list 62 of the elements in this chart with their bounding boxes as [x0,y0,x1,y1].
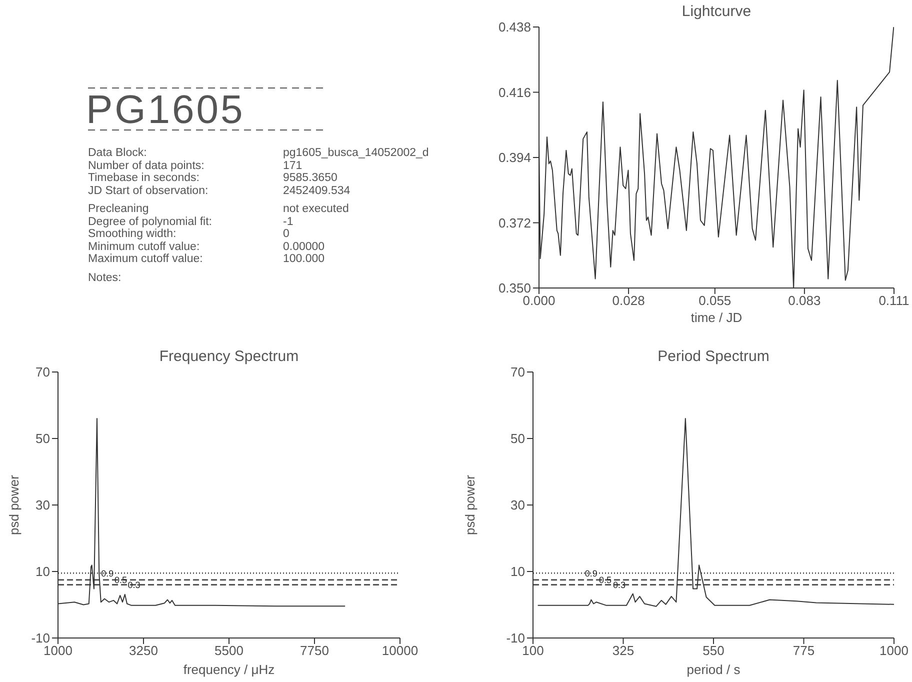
y-tick-label: 0.350 [498,280,531,296]
x-axis-title: time / JD [690,310,744,325]
x-tick-label: 5500 [214,643,244,658]
x-tick-label: 325 [612,643,634,658]
x-tick-label: 1000 [880,643,908,658]
y-axis-title: psd power [462,475,478,535]
x-tick-label: 0.111 [878,293,910,308]
y-tick-label: 30 [510,498,525,513]
text: 0 [283,228,290,240]
text: Notes: [88,272,122,284]
text: -1 [283,216,294,228]
y-tick-label: 50 [36,431,50,446]
text: 9585.3650 [283,172,338,184]
text: Smoothing width: [88,228,178,240]
y-tick-label: 70 [510,364,525,380]
text: not executed [283,203,349,215]
x-tick-label: 0.000 [522,293,556,308]
text: PG1605 [86,88,245,133]
x-tick-label: 0.055 [698,293,732,308]
text: JD Start of observation: [88,184,210,196]
text: 0.00000 [283,240,325,252]
chart-title: Frequency Spectrum [158,348,300,365]
y-tick-label: -10 [31,630,50,646]
annotation: 0.3 [128,580,140,590]
text: Number of data points: [88,160,206,172]
x-tick-label: 775 [792,643,815,658]
y-tick-label: 10 [36,564,50,580]
y-tick-label: 70 [36,364,50,380]
chart-title: Lightcurve [680,3,752,20]
y-tick-label: 0.438 [498,20,531,35]
text: Precleaning [88,203,150,215]
x-tick-label: 3250 [129,643,158,658]
y-tick-label: 50 [510,431,525,446]
text: Maximum cutoff value: [88,253,204,265]
x-tick-label: 0.028 [612,293,645,308]
text: Data Block: [88,147,148,159]
x-tick-label: 0.083 [788,293,821,308]
text: Minimum cutoff value: [88,240,201,252]
y-tick-label: 10 [510,564,525,580]
x-axis-title: frequency / μHz [182,662,276,677]
y-tick-label: 0.394 [498,150,531,166]
x-tick-label: 550 [702,643,724,658]
x-tick-label: 10000 [382,643,418,658]
x-tick-label: 7750 [300,643,329,658]
annotation: 0.9 [584,568,598,578]
x-axis-title: period / s [686,662,742,677]
x-tick-label: 100 [522,643,544,658]
y-tick-label: 30 [36,498,50,513]
y-tick-label: 0.416 [498,84,531,100]
y-tick-label: -10 [506,630,525,646]
text: 2452409.534 [283,184,350,196]
text: Timebase in seconds: [88,172,200,184]
annotation: 0.9 [101,568,114,578]
line-series [537,418,894,607]
text: 100.000 [283,253,325,265]
text: pg1605_busca_14052002_d [283,147,429,159]
x-tick-label: 1000 [44,643,72,658]
chart-title: Period Spectrum [656,348,770,365]
text: 171 [283,160,302,172]
y-axis-title: psd power [6,475,22,535]
y-tick-label: 0.372 [498,215,531,230]
text: Degree of polynomial fit: [88,216,214,228]
